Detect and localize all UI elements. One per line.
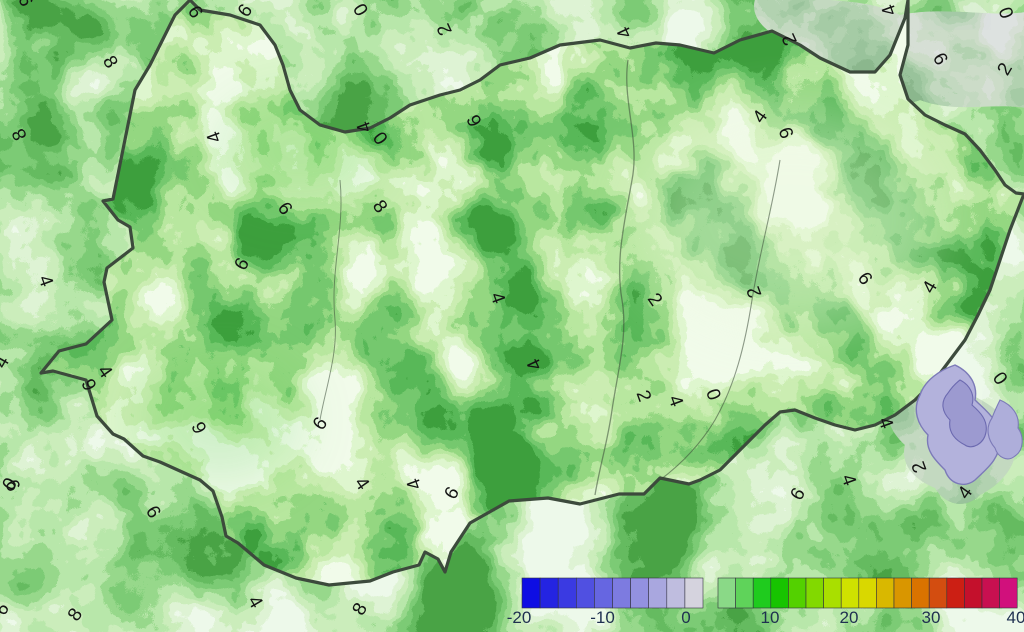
svg-text:0: 0 xyxy=(681,608,690,627)
svg-text:10: 10 xyxy=(761,608,780,627)
svg-text:20: 20 xyxy=(840,608,859,627)
svg-text:30: 30 xyxy=(922,608,941,627)
svg-text:40: 40 xyxy=(1007,608,1024,627)
svg-text:-20: -20 xyxy=(507,608,532,627)
svg-text:-10: -10 xyxy=(590,608,615,627)
